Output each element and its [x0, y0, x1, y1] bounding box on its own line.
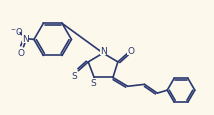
Text: $^{-}$O: $^{-}$O: [9, 26, 23, 37]
Text: S: S: [71, 71, 77, 80]
Text: N: N: [100, 46, 106, 55]
Text: O: O: [18, 48, 25, 57]
Text: O: O: [127, 46, 134, 55]
Text: N: N: [22, 35, 28, 44]
Text: S: S: [90, 78, 96, 87]
